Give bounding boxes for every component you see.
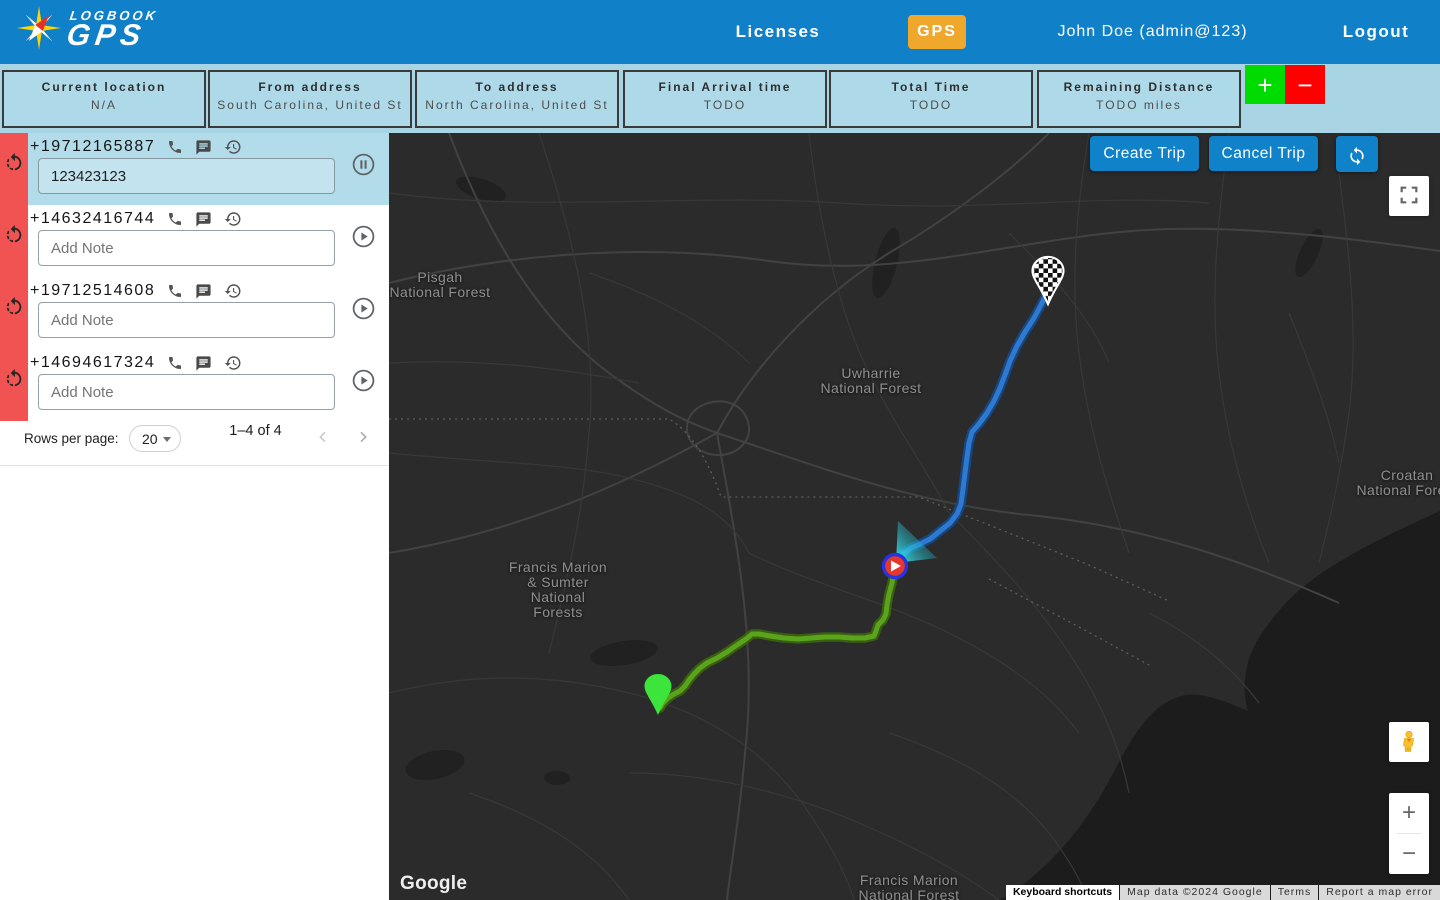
play-circle-icon[interactable] — [351, 368, 376, 393]
app-logo[interactable]: LOGBOOK GPS — [16, 4, 159, 52]
start-pin-green[interactable] — [644, 674, 672, 715]
zoom-in-button[interactable]: + — [1389, 793, 1429, 833]
phone-number: +19712514608 — [30, 282, 156, 299]
note-input[interactable] — [38, 302, 335, 338]
info-box-remaining-distance: Remaining Distance TODO miles — [1037, 70, 1241, 128]
top-navigation-bar: LOGBOOK GPS Licenses GPS John Doe (admin… — [0, 0, 1440, 64]
info-box-title: Remaining Distance — [1063, 80, 1215, 94]
route-layer — [644, 255, 1065, 715]
phone-icon[interactable] — [167, 211, 183, 227]
chevron-down-icon — [163, 437, 171, 442]
info-box-value: N/A — [90, 98, 117, 112]
history-icon[interactable] — [224, 210, 242, 228]
map-base-layer — [389, 133, 1440, 900]
terms-link[interactable]: Terms — [1270, 885, 1319, 900]
info-box-value: South Carolina, United St — [217, 98, 403, 112]
rows-per-page-value: 20 — [142, 430, 158, 447]
cancel-trip-button[interactable]: Cancel Trip — [1209, 136, 1318, 171]
play-circle-icon[interactable] — [351, 224, 376, 249]
phone-number: +19712165887 — [30, 138, 156, 155]
keyboard-shortcuts-link[interactable]: Keyboard shortcuts — [1005, 885, 1120, 900]
info-box-value: North Carolina, United St — [425, 98, 609, 112]
brand-name-gps: GPS — [64, 18, 148, 52]
zoom-control-divider — [1397, 833, 1421, 834]
pegman-icon[interactable] — [1389, 722, 1429, 762]
map-attribution-bar: Keyboard shortcuts Map data ©2024 Google… — [1005, 885, 1440, 900]
add-button[interactable]: + — [1245, 65, 1285, 104]
refresh-icon[interactable] — [3, 152, 25, 174]
history-icon[interactable] — [224, 282, 242, 300]
destination-checkered-pin[interactable] — [1031, 255, 1065, 307]
map-zoom-control: + − — [1389, 793, 1429, 874]
refresh-icon[interactable] — [3, 224, 25, 246]
message-icon[interactable] — [195, 355, 212, 372]
info-box-title: From address — [258, 80, 362, 94]
info-box-value: TODO — [909, 98, 953, 112]
phone-list-sidebar: +19712165887 +14632416744 — [0, 133, 389, 900]
nav-gps-active-tab[interactable]: GPS — [908, 15, 966, 49]
history-icon[interactable] — [224, 138, 242, 156]
trip-info-bar: Current location N/A From address South … — [0, 64, 1440, 133]
phone-row[interactable]: +19712514608 — [28, 277, 389, 349]
info-box-title: Current location — [41, 80, 167, 94]
previous-page-icon[interactable] — [314, 429, 332, 447]
message-icon[interactable] — [195, 211, 212, 228]
google-map-canvas[interactable]: Pisgah National Forest Uwharrie National F… — [389, 133, 1440, 900]
zoom-out-button[interactable]: − — [1389, 834, 1429, 874]
info-box-title: To address — [475, 80, 559, 94]
note-input[interactable] — [38, 230, 335, 266]
sidebar-divider — [0, 465, 389, 466]
info-box-value: TODO miles — [1096, 98, 1182, 112]
remove-button[interactable]: − — [1285, 65, 1325, 104]
next-page-icon[interactable] — [354, 429, 372, 447]
report-map-error-link[interactable]: Report a map error — [1319, 885, 1440, 900]
info-box-from-address: From address South Carolina, United St — [208, 70, 412, 128]
nav-licenses[interactable]: Licenses — [735, 22, 821, 41]
message-icon[interactable] — [195, 139, 212, 156]
info-box-title: Total Time — [891, 80, 971, 94]
info-box-current-location: Current location N/A — [2, 70, 206, 128]
rows-per-page-label: Rows per page: — [24, 431, 119, 446]
pause-circle-icon[interactable] — [351, 152, 376, 177]
phone-number: +14632416744 — [30, 210, 156, 227]
current-position-marker[interactable] — [881, 552, 909, 580]
note-input[interactable] — [38, 374, 335, 410]
heading-cone — [896, 521, 937, 563]
message-icon[interactable] — [195, 283, 212, 300]
info-box-total-time: Total Time TODO — [829, 70, 1033, 128]
phone-row[interactable]: +14632416744 — [28, 205, 389, 277]
create-trip-button[interactable]: Create Trip — [1090, 136, 1199, 171]
fullscreen-icon[interactable] — [1389, 176, 1429, 216]
compass-logo-icon — [16, 5, 62, 51]
logout-button[interactable]: Logout — [1342, 22, 1410, 41]
refresh-icon[interactable] — [3, 368, 25, 390]
phone-icon[interactable] — [167, 283, 183, 299]
rows-per-page-select[interactable]: 20 — [129, 425, 181, 452]
history-icon[interactable] — [224, 354, 242, 372]
phone-icon[interactable] — [167, 139, 183, 155]
user-account-label[interactable]: John Doe (admin@123) — [1057, 23, 1248, 40]
refresh-icon[interactable] — [3, 296, 25, 318]
play-circle-icon[interactable] — [351, 296, 376, 321]
note-input[interactable] — [38, 158, 335, 194]
sync-icon[interactable] — [1336, 136, 1378, 172]
info-box-final-arrival: Final Arrival time TODO — [623, 70, 827, 128]
phone-row-active[interactable]: +19712165887 — [28, 133, 389, 205]
info-box-to-address: To address North Carolina, United St — [415, 70, 619, 128]
map-data-label: Map data ©2024 Google — [1120, 885, 1270, 900]
info-box-title: Final Arrival time — [658, 80, 792, 94]
phone-number: +14694617324 — [30, 354, 156, 371]
phone-row[interactable]: +14694617324 — [28, 349, 389, 421]
pagination-range: 1–4 of 4 — [229, 423, 282, 439]
google-logo[interactable]: Google — [400, 873, 468, 894]
phone-icon[interactable] — [167, 355, 183, 371]
info-box-value: TODO — [703, 98, 747, 112]
